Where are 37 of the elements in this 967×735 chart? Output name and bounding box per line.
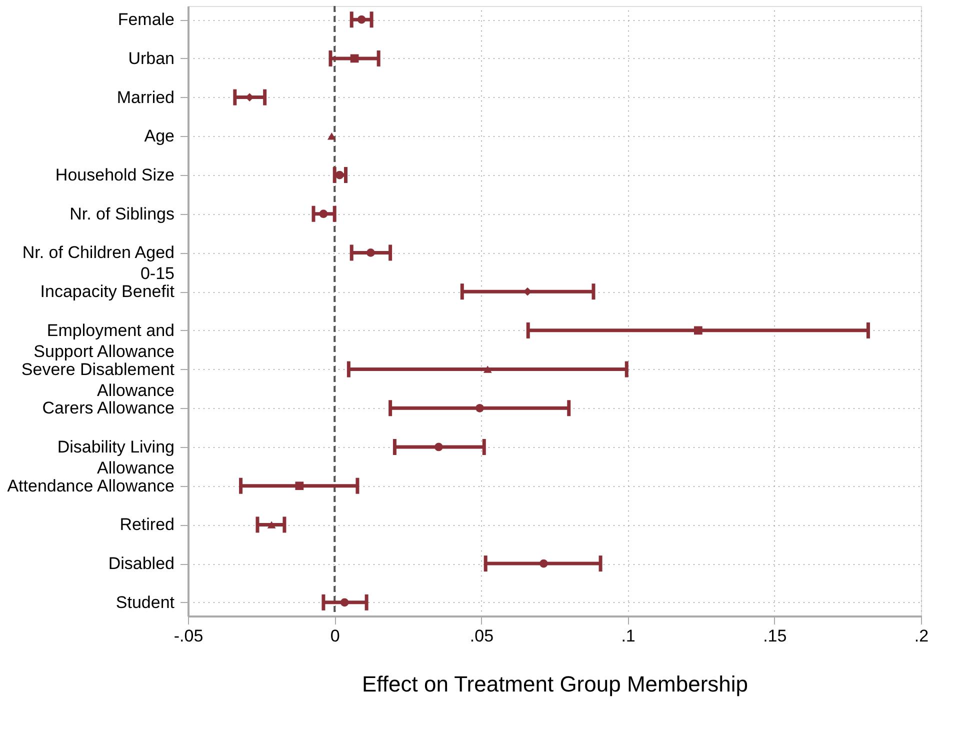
point <box>319 210 328 218</box>
point <box>340 598 349 607</box>
point <box>483 366 492 373</box>
y-tick-label: Employment and Support Allowance <box>34 320 174 361</box>
y-tick-label: Household Size <box>55 166 174 185</box>
point <box>350 54 359 63</box>
y-tick-label: Female <box>118 10 174 30</box>
y-tick-label: Carers Allowance <box>42 398 174 418</box>
y-tick-label: Married <box>116 88 174 107</box>
point <box>694 326 702 335</box>
y-tick-label: Retired <box>120 515 174 534</box>
y-tick-label: Disabled <box>108 554 174 574</box>
x-tick-label: .2 <box>914 626 929 646</box>
x-tick-label: 0 <box>330 626 340 646</box>
y-tick-label: Disability Living Allowance <box>57 437 174 478</box>
y-tick-label: Incapacity Benefit <box>40 282 175 302</box>
y-tick-label: Nr. of Children Aged 0-15 <box>22 243 174 284</box>
point <box>366 248 375 257</box>
point <box>295 482 304 490</box>
x-axis-title: Effect on Treatment Group Membership <box>362 672 748 696</box>
point <box>267 521 276 528</box>
point <box>327 132 336 140</box>
y-tick-label: Urban <box>128 48 174 68</box>
x-tick-label: .05 <box>470 626 494 646</box>
y-tick-label: Severe Disablement Allowance <box>21 360 175 400</box>
point <box>476 404 484 412</box>
point <box>357 15 366 24</box>
y-tick-label: Attendance Allowance <box>7 476 174 496</box>
point <box>539 559 548 568</box>
y-tick-label: Age <box>144 126 174 146</box>
y-tick-label: Nr. of Siblings <box>70 204 174 224</box>
y-tick-label: Student <box>116 592 175 612</box>
point <box>434 442 443 452</box>
x-tick-label: .1 <box>621 626 636 646</box>
x-tick-label: -.05 <box>174 626 204 646</box>
x-tick-label: .15 <box>763 626 787 646</box>
point <box>335 170 344 180</box>
